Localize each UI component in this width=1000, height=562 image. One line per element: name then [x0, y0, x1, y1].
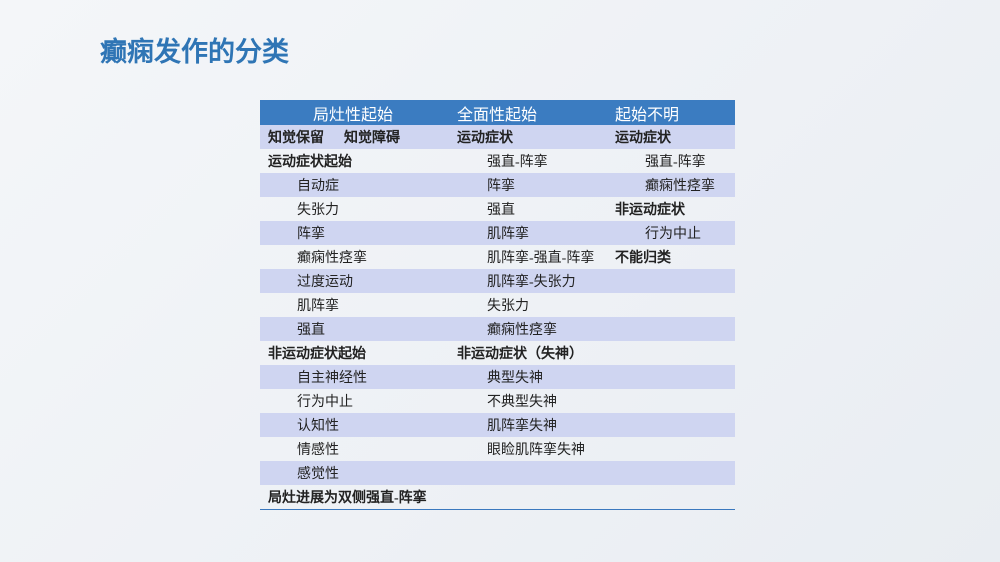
table-cell — [607, 365, 735, 389]
table-row: 过度运动 肌阵挛-失张力 — [260, 269, 735, 293]
table-cell: 知觉保留 知觉障碍 — [260, 125, 449, 149]
cell-text: 知觉保留 — [268, 131, 324, 146]
table-cell: 阵挛 — [449, 173, 607, 197]
table-cell: 非运动症状起始 — [268, 347, 366, 362]
table-cell — [607, 461, 735, 485]
table-cell: 失张力 — [487, 299, 529, 314]
table-cell: 肌阵挛失神 — [449, 413, 607, 437]
table-row: 情感性 眼睑肌阵挛失神 — [260, 437, 735, 461]
table-cell — [607, 437, 735, 461]
table-cell: 行为中止 — [607, 221, 735, 245]
table-cell: 癫痫性痉挛 — [297, 251, 367, 266]
table-row: 非运动症状起始 非运动症状（失神） — [260, 341, 735, 365]
table-cell: 自主神经性 — [260, 365, 449, 389]
header-cell: 全面性起始 — [449, 100, 607, 125]
table-cell: 肌阵挛 — [449, 221, 607, 245]
slide-title: 癫痫发作的分类 — [100, 37, 289, 67]
table-cell: 运动症状 — [607, 125, 735, 149]
table-row: 自动症 阵挛 癫痫性痉挛 — [260, 173, 735, 197]
table-cell: 眼睑肌阵挛失神 — [487, 443, 585, 458]
table-row: 运动症状起始 强直-阵挛 强直-阵挛 — [260, 149, 735, 173]
table-cell: 不能归类 — [615, 251, 671, 266]
table-cell: 非运动症状（失神） — [457, 347, 583, 362]
table-cell: 情感性 — [297, 443, 339, 458]
table-row: 癫痫性痉挛 肌阵挛-强直-阵挛 不能归类 — [260, 245, 735, 269]
table-cell: 强直-阵挛 — [487, 155, 548, 170]
table-cell: 肌阵挛-强直-阵挛 — [487, 251, 595, 266]
table-cell: 认知性 — [260, 413, 449, 437]
table-cell — [607, 413, 735, 437]
table-row: 自主神经性 典型失神 — [260, 365, 735, 389]
classification-table: 局灶性起始 全面性起始 起始不明 知觉保留 知觉障碍 运动症状 运动症状运动症状起始 强直-… — [260, 100, 735, 510]
table-cell: 肌阵挛-失张力 — [449, 269, 607, 293]
table-cell — [607, 341, 735, 365]
table-cell: 强直 — [260, 317, 449, 341]
table-cell: 强直-阵挛 — [645, 155, 706, 170]
table-cell: 肌阵挛 — [297, 299, 339, 314]
table-cell: 感觉性 — [260, 461, 449, 485]
table-cell: 局灶进展为双侧强直-阵挛 — [268, 491, 427, 506]
table-row: 行为中止 不典型失神 — [260, 389, 735, 413]
table-row: 肌阵挛 失张力 — [260, 293, 735, 317]
table-cell — [607, 485, 735, 510]
table-cell: 癫痫性痉挛 — [607, 173, 735, 197]
table-row: 感觉性 — [260, 461, 735, 485]
table-cell: 运动症状起始 — [268, 155, 352, 170]
table-cell — [607, 269, 735, 293]
table-row: 阵挛 肌阵挛 行为中止 — [260, 221, 735, 245]
table-cell — [449, 461, 607, 485]
table-cell — [607, 389, 735, 413]
table-cell: 运动症状 — [449, 125, 607, 149]
cell-text: 知觉障碍 — [344, 131, 400, 146]
header-cell: 起始不明 — [607, 100, 735, 125]
table-cell: 不典型失神 — [487, 395, 557, 410]
table-row: 强直 癫痫性痉挛 — [260, 317, 735, 341]
table-row: 失张力 强直 非运动症状 — [260, 197, 735, 221]
table-cell — [607, 317, 735, 341]
table-row: 知觉保留 知觉障碍 运动症状 运动症状 — [260, 125, 735, 149]
table-cell: 失张力 — [297, 203, 339, 218]
table-cell: 非运动症状 — [615, 203, 685, 218]
table-cell — [449, 485, 607, 510]
header-row: 局灶性起始 全面性起始 起始不明 — [260, 100, 735, 125]
table-cell: 癫痫性痉挛 — [449, 317, 607, 341]
table-cell: 行为中止 — [297, 395, 353, 410]
table-cell: 自动症 — [260, 173, 449, 197]
table-cell — [607, 293, 735, 317]
table-row: 认知性 肌阵挛失神 — [260, 413, 735, 437]
table-cell: 阵挛 — [260, 221, 449, 245]
table-cell: 强直 — [487, 203, 515, 218]
table-row: 局灶进展为双侧强直-阵挛 — [260, 485, 735, 510]
table-cell: 过度运动 — [260, 269, 449, 293]
table-cell: 典型失神 — [449, 365, 607, 389]
header-cell: 局灶性起始 — [260, 100, 449, 125]
